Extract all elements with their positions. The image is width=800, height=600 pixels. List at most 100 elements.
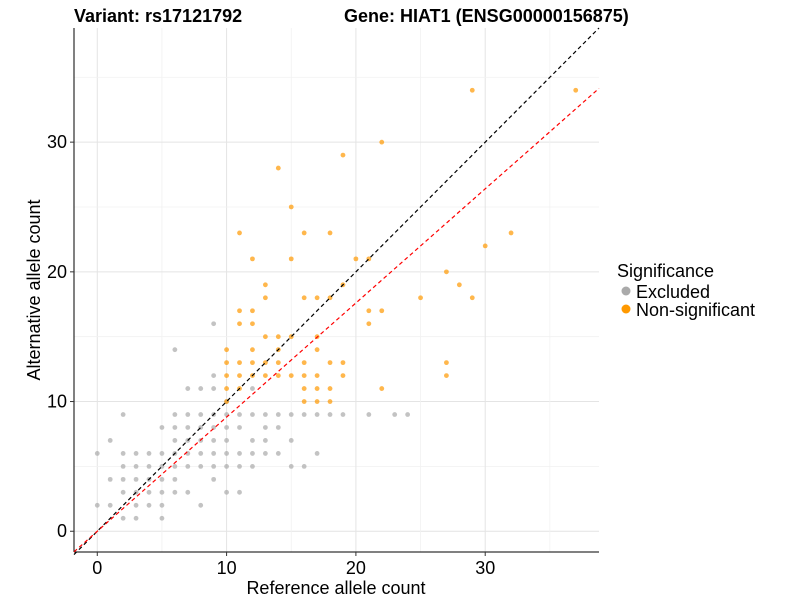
point-excluded <box>275 425 281 430</box>
x-axis-title: Reference allele count <box>246 578 425 598</box>
tick-labels: 0 10 20 30 0 10 20 30 <box>47 132 495 578</box>
data-points <box>94 87 579 521</box>
x-tick-label: 10 <box>217 558 237 578</box>
point-non-significant <box>418 295 423 301</box>
point-excluded <box>198 463 204 469</box>
point-non-significant <box>250 308 255 314</box>
point-non-significant <box>314 347 320 353</box>
legend-label-excluded: Excluded <box>636 282 710 302</box>
point-non-significant <box>508 230 514 236</box>
point-excluded <box>275 412 281 417</box>
point-non-significant <box>379 386 385 391</box>
point-excluded <box>172 425 178 430</box>
point-non-significant <box>224 386 229 391</box>
point-excluded <box>133 515 139 521</box>
point-excluded <box>159 425 165 430</box>
point-non-significant <box>469 295 475 301</box>
point-excluded <box>159 489 165 495</box>
point-non-significant <box>275 165 281 171</box>
point-non-significant <box>301 230 307 236</box>
point-excluded <box>224 438 229 443</box>
point-non-significant <box>262 282 268 288</box>
point-excluded <box>211 425 217 430</box>
point-excluded <box>262 451 268 456</box>
point-non-significant <box>288 373 294 379</box>
point-excluded <box>250 451 255 456</box>
point-non-significant <box>301 360 307 366</box>
point-excluded <box>107 476 113 482</box>
legend: Significance Excluded Non-significant <box>617 261 755 320</box>
point-excluded <box>262 438 268 443</box>
point-non-significant <box>301 386 307 391</box>
point-excluded <box>211 476 217 482</box>
point-non-significant <box>314 399 320 404</box>
point-excluded <box>237 412 242 417</box>
point-non-significant <box>237 360 242 366</box>
point-excluded <box>211 463 217 469</box>
point-non-significant <box>340 152 346 158</box>
grid <box>74 28 599 552</box>
point-excluded <box>172 489 178 495</box>
point-excluded <box>237 425 242 430</box>
point-excluded <box>107 438 113 443</box>
point-excluded <box>185 463 191 469</box>
point-excluded <box>288 463 294 469</box>
legend-title: Significance <box>617 261 714 281</box>
point-non-significant <box>301 295 307 301</box>
point-excluded <box>224 425 229 430</box>
point-excluded <box>133 476 139 482</box>
point-excluded <box>185 386 191 391</box>
point-non-significant <box>366 308 372 314</box>
point-excluded <box>366 412 372 417</box>
point-excluded <box>392 412 398 417</box>
point-non-significant <box>327 386 333 391</box>
point-non-significant <box>250 360 255 366</box>
y-axis-title: Alternative allele count <box>24 199 44 380</box>
point-excluded <box>146 463 152 469</box>
point-excluded <box>250 438 255 443</box>
point-excluded <box>133 502 139 508</box>
point-excluded <box>185 489 191 495</box>
x-tick-label: 30 <box>475 558 495 578</box>
point-excluded <box>172 463 178 469</box>
point-excluded <box>159 515 165 521</box>
legend-key-excluded <box>621 286 631 296</box>
point-non-significant <box>301 373 307 379</box>
point-non-significant <box>224 347 229 353</box>
point-excluded <box>237 463 242 469</box>
point-non-significant <box>237 373 242 379</box>
point-non-significant <box>237 321 242 327</box>
reference-line-identity <box>73 27 600 556</box>
chart-title-gene: Gene: HIAT1 (ENSG00000156875) <box>344 6 629 26</box>
point-excluded <box>301 412 307 417</box>
point-excluded <box>340 412 346 417</box>
point-excluded <box>172 412 178 417</box>
point-excluded <box>211 438 217 443</box>
point-excluded <box>237 451 242 456</box>
point-excluded <box>198 502 204 508</box>
point-non-significant <box>275 360 281 366</box>
point-non-significant <box>275 373 281 379</box>
reference-line-fit <box>73 87 600 553</box>
point-excluded <box>224 463 229 469</box>
point-non-significant <box>224 373 229 379</box>
point-excluded <box>120 515 126 521</box>
point-excluded <box>211 451 217 456</box>
point-excluded <box>314 451 320 456</box>
point-excluded <box>224 451 229 456</box>
point-excluded <box>120 412 126 417</box>
point-non-significant <box>275 334 281 340</box>
point-excluded <box>250 463 255 469</box>
point-excluded <box>250 386 255 391</box>
point-non-significant <box>327 399 333 404</box>
point-excluded <box>159 476 165 482</box>
point-non-significant <box>314 386 320 391</box>
point-non-significant <box>444 360 449 366</box>
point-excluded <box>185 425 191 430</box>
point-excluded <box>314 412 320 417</box>
y-tick-label: 20 <box>47 262 67 282</box>
reference-lines <box>73 27 600 556</box>
legend-label-non-significant: Non-significant <box>636 300 755 320</box>
point-excluded <box>120 463 126 469</box>
